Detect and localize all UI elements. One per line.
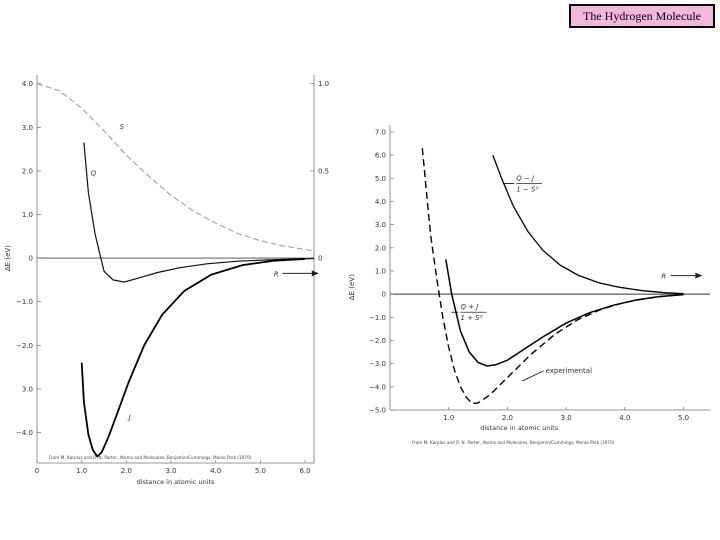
series-q-minus-j-curve [492,154,684,295]
left-y-tick-label: 2.0 [22,167,33,175]
right-y-tick-label: 3.0 [375,221,386,229]
left-y-tick-label: 0 [29,255,33,263]
left-y-tick-label: −4.0 [16,429,33,437]
right-x-tick-label: 1.0 [443,414,454,422]
left-x-tick-label: 0 [35,467,39,475]
right-y-tick-label: −5.0 [369,407,386,415]
series-q-plus-j-label-denominator: 1 + S² [460,314,482,322]
series-s-label: S [120,123,125,131]
left-r-label: R [274,270,279,278]
right-y-tick-label: −1.0 [369,314,386,322]
right-y-tick-label: 1.0 [375,267,386,275]
left-x-axis-label: distance in atomic units [137,478,215,486]
right-x-tick-label: 4.0 [619,414,630,422]
left-right-tick-label: 0 [318,255,322,263]
series-s-curve [36,83,315,252]
left-x-tick-label: 5.0 [255,467,266,475]
left-r-arrow-head [311,270,319,277]
left-y-axis-label: ΔE (eV) [4,245,12,271]
series-experimental-arrow [521,370,544,382]
series-q-minus-j-label-denominator: 1 − S² [516,186,538,194]
left-y-tick-label: 3.0 [22,124,33,132]
right-y-tick-label: 4.0 [375,198,386,206]
slide-title: The Hydrogen Molecule [569,4,715,28]
right-y-tick-label: −3.0 [369,360,386,368]
series-j-label: J [127,413,131,421]
right-r-label: R [661,273,666,281]
right-x-tick-label: 5.0 [678,414,689,422]
series-experimental-label: experimental [546,367,592,375]
left-x-tick-label: 4.0 [210,467,221,475]
left-x-tick-label: 2.0 [121,467,132,475]
left-chart: 4.0 3.0 2.0 1.0 0 −1.0 −2.0 3.0 −4.0 0 1.0 2.0 3.0 4.… [4,75,329,486]
right-y-tick-label: 0 [382,291,386,299]
left-x-tick-label: 6.0 [299,467,310,475]
left-y-tick-label: 1.0 [22,211,33,219]
right-x-tick-label: 2.0 [502,414,513,422]
right-y-tick-label: 5.0 [375,175,386,183]
left-right-tick-label: 0.5 [318,167,329,175]
right-y-tick-label: −2.0 [369,337,386,345]
left-x-tick-label: 3.0 [165,467,176,475]
right-y-tick-label: 2.0 [375,244,386,252]
right-x-axis-label: distance in atomic units [480,424,558,432]
right-chart: 7.0 6.0 5.0 4.0 3.0 2.0 1.0 0 −1.0 −2.0 −3.0 −4.0 −5… [348,125,710,445]
left-right-tick-label: 1.0 [318,80,329,88]
series-q-minus-j-label-numerator: Q − J [516,175,534,183]
series-experimental-curve [421,148,684,405]
right-x-tick-label: 3.0 [561,414,572,422]
right-y-axis-label: ΔE (eV) [348,274,356,300]
series-q-curve [83,142,315,283]
series-q-label: Q [91,169,97,177]
right-y-tick-label: 6.0 [375,152,386,160]
left-x-tick-label: 1.0 [76,467,87,475]
series-j-curve [80,258,306,458]
left-y-tick-label: 3.0 [22,385,33,393]
left-y-tick-label: −1.0 [16,298,33,306]
left-y-tick-label: −2.0 [16,342,33,350]
right-r-arrow-head [695,272,703,279]
left-y-tick-label: 4.0 [22,80,33,88]
series-q-plus-j-label-numerator: Q + J [460,303,478,311]
right-credit-text: From M. Karplus and R. N. Porter, Atoms … [412,440,615,445]
right-y-tick-label: −4.0 [369,383,386,391]
series-q-plus-j-curve [445,259,684,367]
right-y-tick-label: 7.0 [375,128,386,136]
left-credit-text: From M. Karplus and R. N. Porter, Atoms … [49,455,252,460]
